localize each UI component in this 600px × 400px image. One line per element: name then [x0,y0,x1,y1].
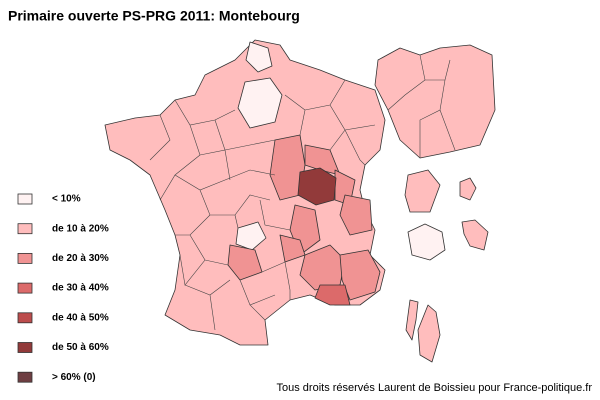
overseas-region [459,177,477,201]
region-mid [304,144,341,176]
title: Primaire ouverte PS-PRG 2011: Montebourg [8,8,300,24]
legend-swatch [17,371,33,383]
borders [149,79,376,331]
region-high [314,284,351,306]
legend-label: < 10% [52,194,81,205]
region-low [235,221,267,251]
legend-swatch [17,193,33,205]
region-low [237,77,283,129]
borders [387,54,456,158]
overseas-region [404,169,441,213]
credit: Tous droits réservés Laurent de Boissieu… [277,382,593,394]
overseas-region [461,219,489,251]
legend-label: de 40 à 50% [52,312,109,323]
region-mid [227,244,263,281]
legend-swatch [17,282,33,294]
legend-swatch [17,312,33,324]
region-low [245,41,273,73]
region-top [297,167,337,206]
legend: < 10% de 10 à 20% de 20 à 30% de 30 à 40% de… [17,193,109,383]
overseas-map [374,44,496,363]
mainland-map [104,39,386,346]
region-mid [339,249,381,301]
corsica [417,304,441,363]
legend-swatch [17,252,33,264]
overseas-region [407,223,446,261]
legend-label: de 20 à 30% [52,253,109,264]
legend-swatch [17,223,33,235]
region-mid [339,194,373,236]
legend-label: de 30 à 40% [52,283,109,294]
legend-label: de 10 à 20% [52,223,109,234]
legend-label: > 60% (0) [52,372,96,383]
legend-swatch [17,342,33,353]
overseas-region [374,44,496,159]
overseas-region [405,299,419,341]
legend-label: de 50 à 60% [52,342,109,353]
